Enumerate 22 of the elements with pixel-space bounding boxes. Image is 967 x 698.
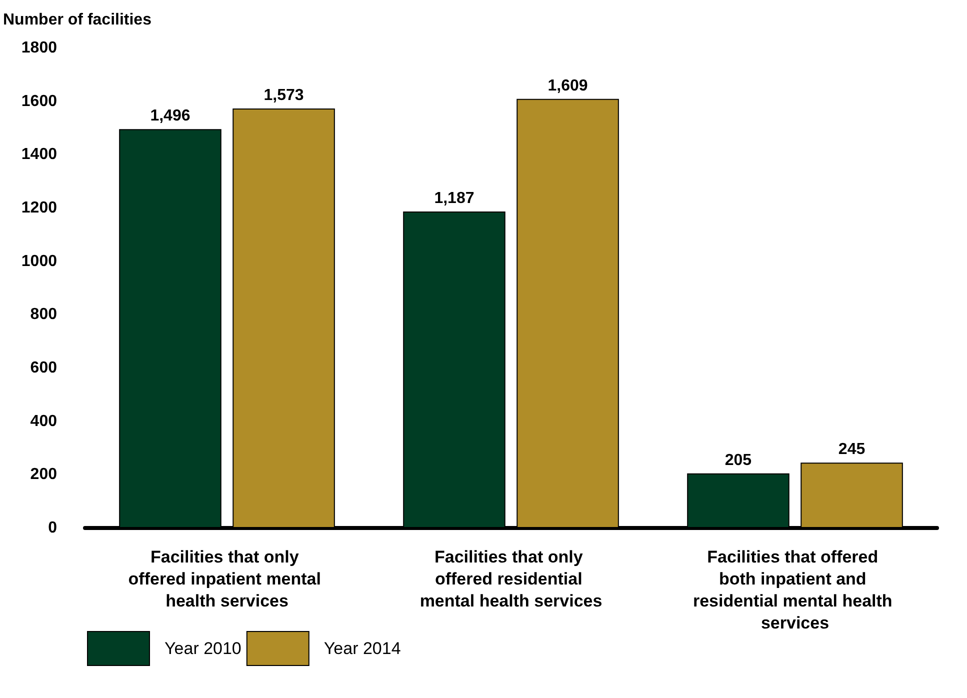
- y-tick-label: 1600: [21, 92, 58, 110]
- y-tick-label: 0: [48, 520, 58, 536]
- data-label: 1,573: [264, 87, 304, 104]
- data-label: 1,609: [548, 77, 588, 94]
- x-tick-label: Facilities that only offered inpatient mental health services: [128, 548, 326, 610]
- y-tick-label: 1800: [21, 40, 58, 56]
- x-tick-label: Facilities that offered both inpatient and residential mental health services: [692, 548, 898, 632]
- data-label: 205: [724, 452, 752, 469]
- legend-label: Year 2014: [324, 639, 401, 658]
- data-label: 1,496: [150, 108, 190, 125]
- y-tick-label: 600: [30, 360, 58, 376]
- y-tick-label: 1000: [21, 252, 58, 270]
- y-tick-label: 200: [30, 466, 58, 484]
- x-tick-label: Facilities that only offered residential mental health services: [420, 548, 602, 610]
- data-label: 1,187: [434, 190, 474, 207]
- y-axis-title: Number of facilities: [3, 12, 152, 28]
- y-tick-label: 1400: [21, 146, 58, 164]
- data-label: 245: [838, 441, 866, 458]
- y-tick-label: 1200: [21, 200, 58, 216]
- y-tick-label: 800: [30, 306, 58, 324]
- y-tick-label: 400: [30, 412, 58, 430]
- legend-label: Year 2010: [164, 639, 242, 658]
